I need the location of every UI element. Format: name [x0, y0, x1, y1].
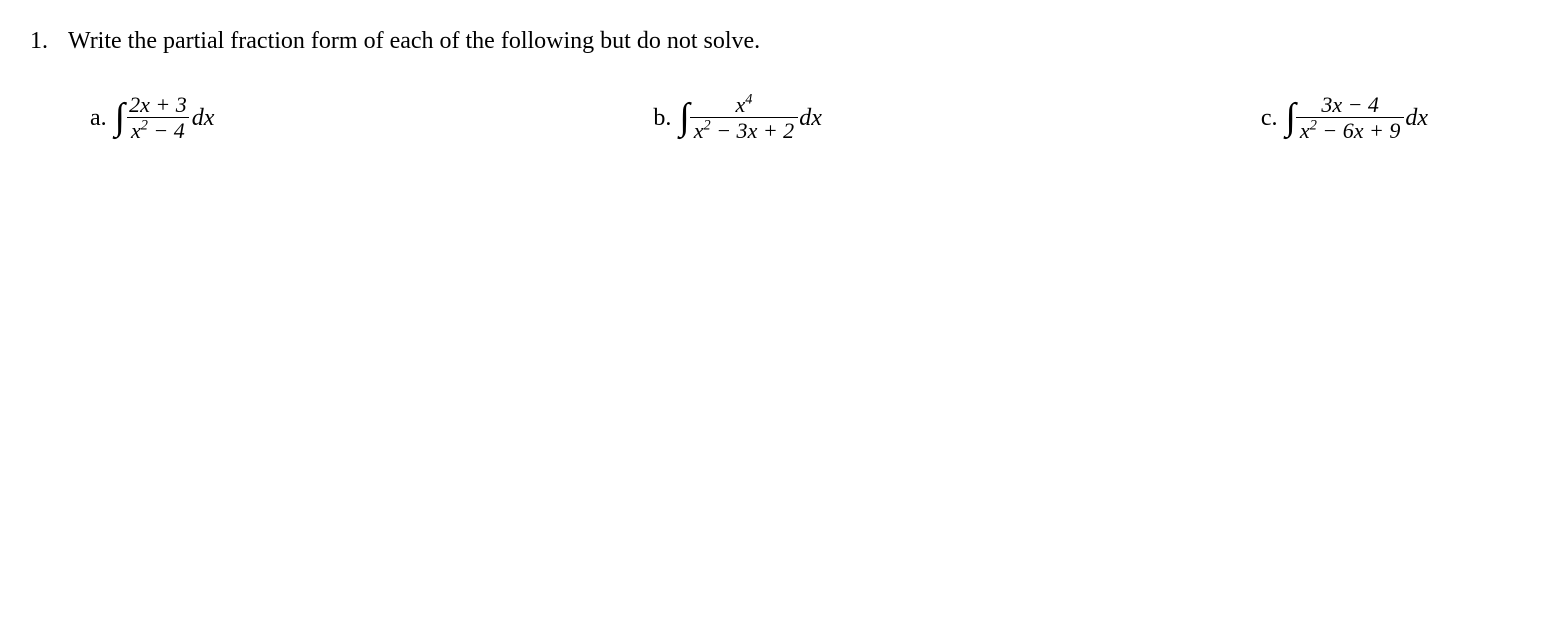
part-b: b. ∫ x4 x2 − 3x + 2 dx — [653, 93, 821, 145]
part-c-denominator: x2 − 6x + 9 — [1296, 117, 1404, 144]
part-c-dx: dx — [1405, 105, 1428, 132]
integral-icon: ∫ — [679, 98, 689, 136]
parts-row: a. ∫ 2x + 3 x2 − 4 dx b. ∫ x4 x2 − 3x + … — [30, 93, 1528, 145]
part-a-label: a. — [90, 105, 107, 132]
part-c-fraction: 3x − 4 x2 − 6x + 9 — [1296, 93, 1404, 145]
part-a-denominator: x2 − 4 — [127, 117, 189, 144]
question-block: 1. Write the partial fraction form of ea… — [30, 28, 1528, 55]
question-number: 1. — [30, 28, 56, 55]
part-c-integral: ∫ 3x − 4 x2 − 6x + 9 dx — [1286, 93, 1428, 145]
part-b-denominator: x2 − 3x + 2 — [690, 117, 798, 144]
question-prompt: Write the partial fraction form of each … — [68, 28, 1528, 55]
part-b-numerator: x4 — [732, 93, 757, 117]
integral-icon: ∫ — [1286, 98, 1296, 136]
part-a-fraction: 2x + 3 x2 − 4 — [125, 93, 191, 145]
part-b-dx: dx — [799, 105, 822, 132]
part-c-numerator: 3x − 4 — [1317, 93, 1383, 117]
part-c-label: c. — [1261, 105, 1278, 132]
part-b-integral: ∫ x4 x2 − 3x + 2 dx — [679, 93, 821, 145]
part-a-integral: ∫ 2x + 3 x2 − 4 dx — [115, 93, 215, 145]
part-b-label: b. — [653, 105, 671, 132]
part-a-numerator: 2x + 3 — [125, 93, 191, 117]
integral-icon: ∫ — [115, 98, 125, 136]
part-a-dx: dx — [192, 105, 215, 132]
part-a: a. ∫ 2x + 3 x2 − 4 dx — [90, 93, 214, 145]
part-c: c. ∫ 3x − 4 x2 − 6x + 9 dx — [1261, 93, 1428, 145]
part-b-fraction: x4 x2 − 3x + 2 — [690, 93, 798, 145]
